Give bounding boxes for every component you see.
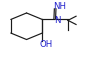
- Text: NH: NH: [54, 2, 67, 11]
- Text: N: N: [54, 16, 60, 25]
- Text: OH: OH: [39, 40, 52, 49]
